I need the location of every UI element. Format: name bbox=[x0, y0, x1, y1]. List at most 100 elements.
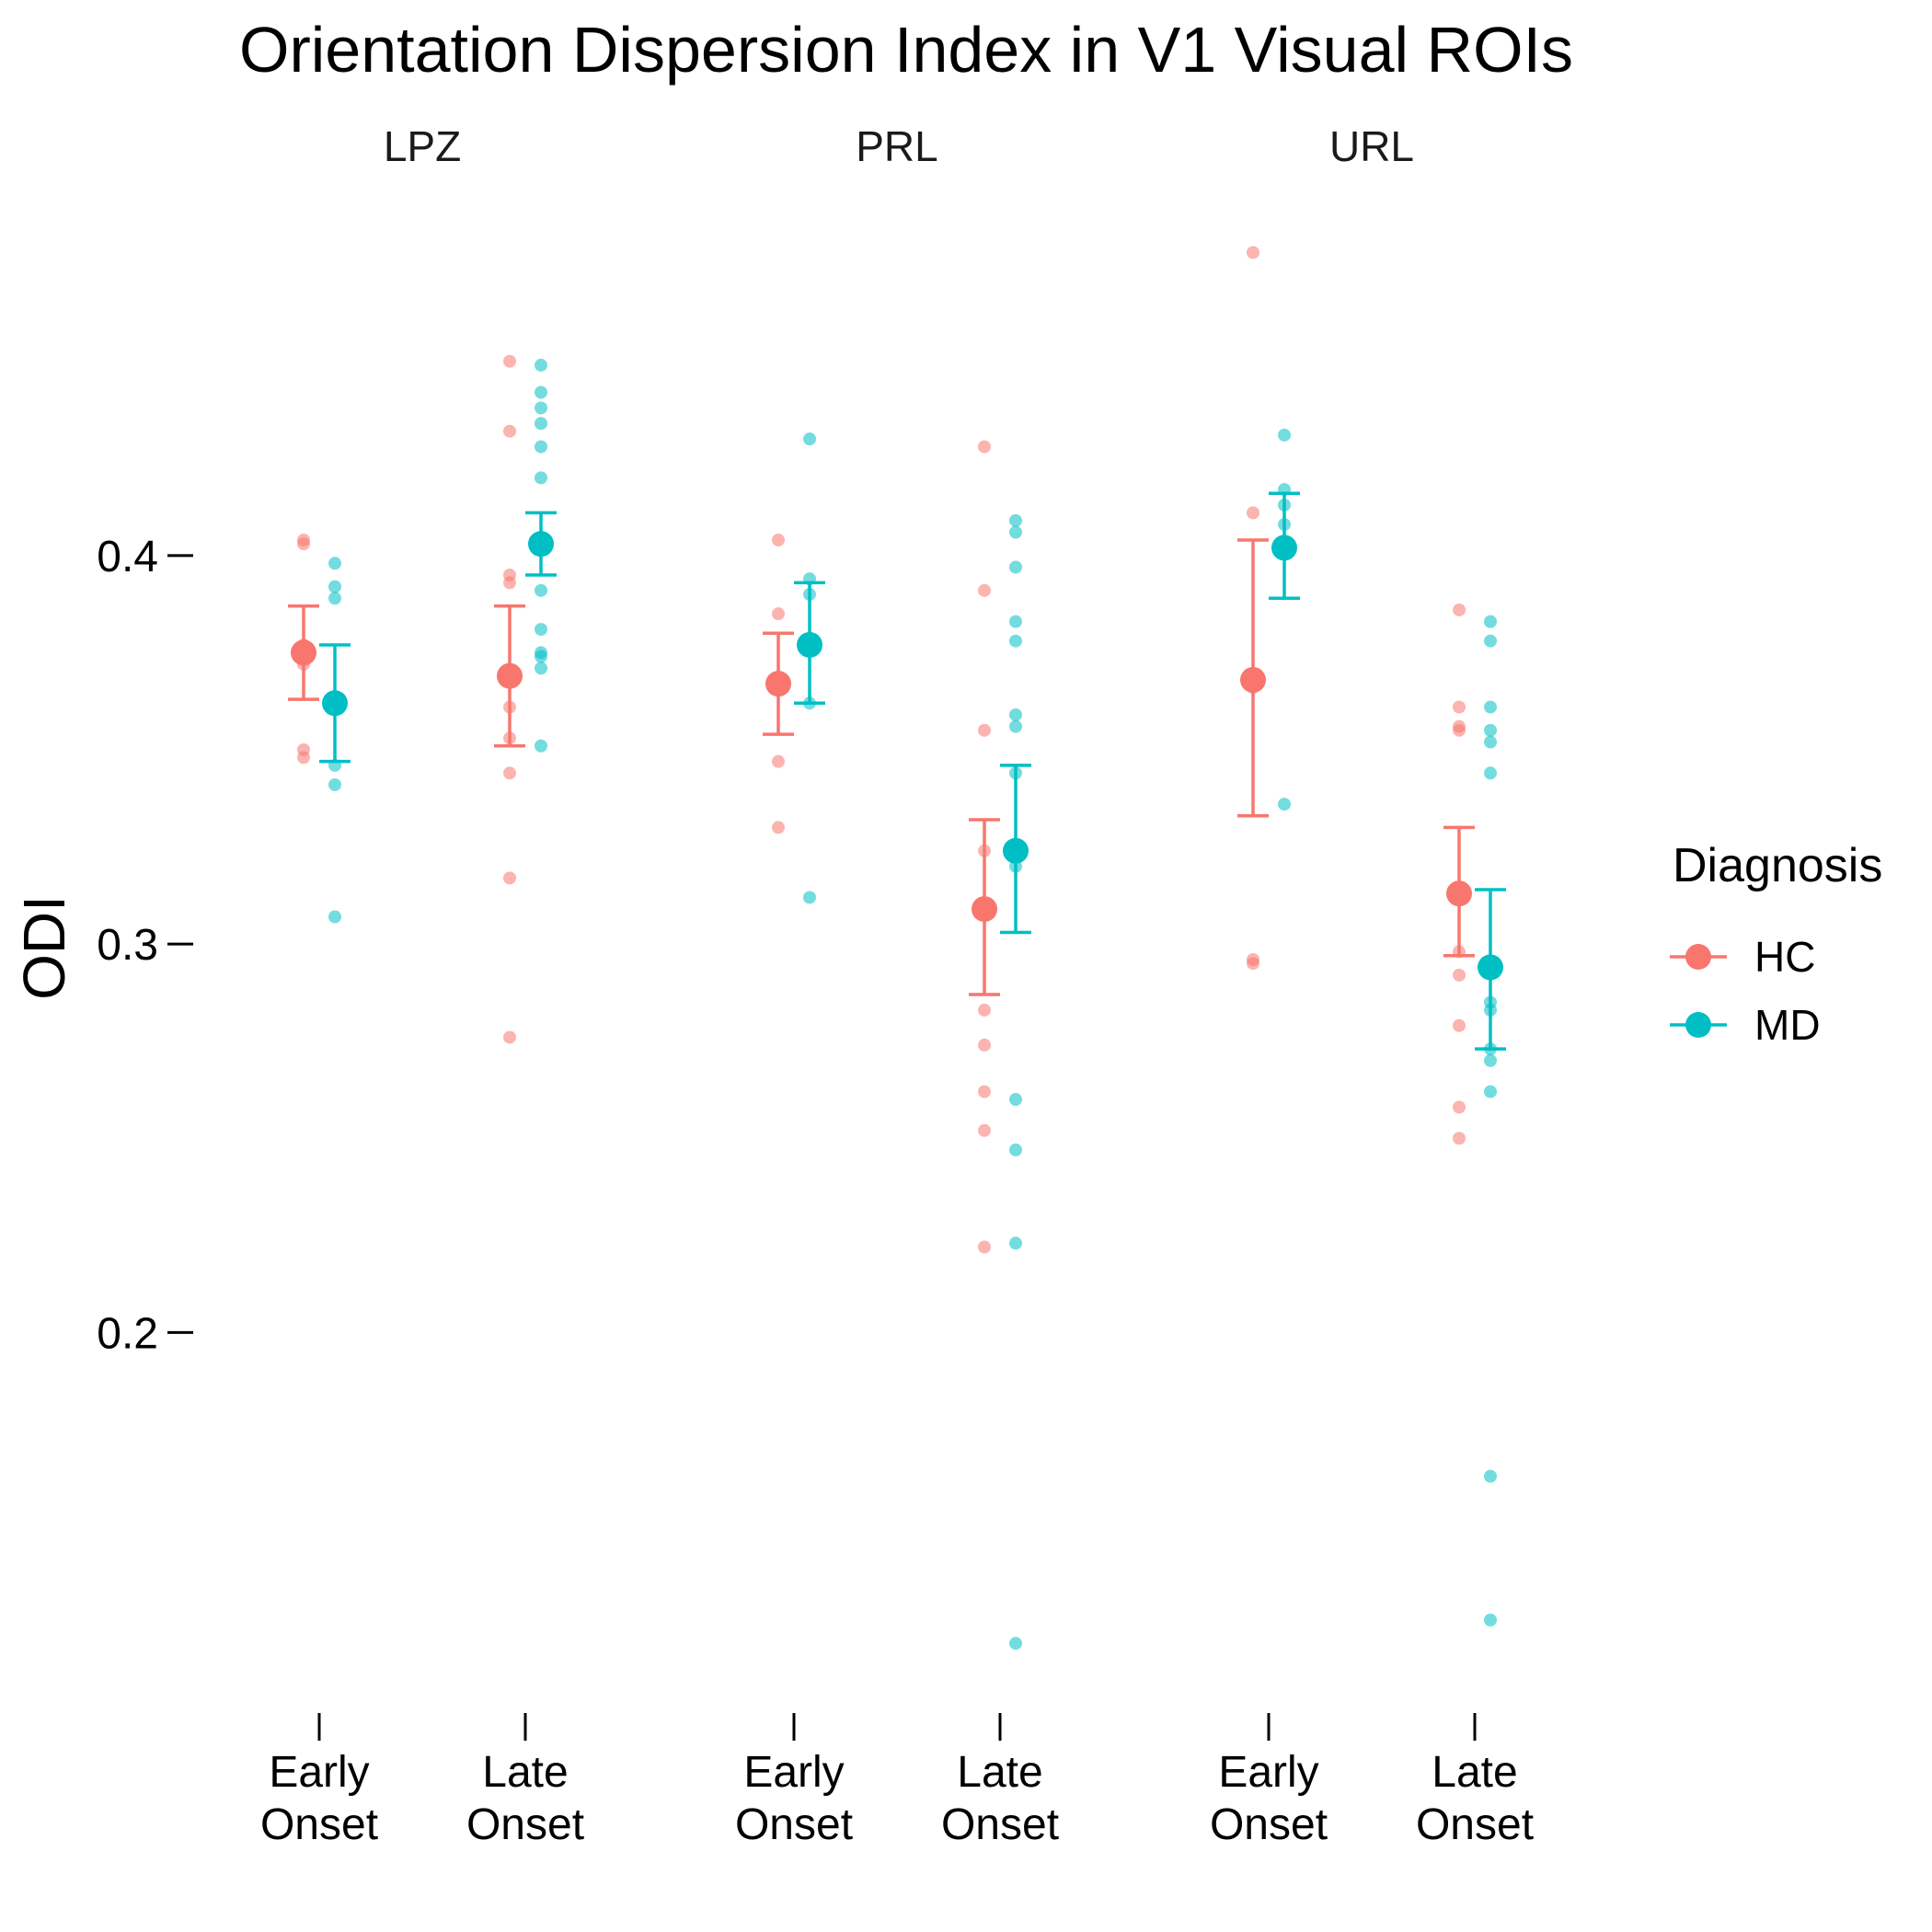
data-point bbox=[1453, 1018, 1466, 1032]
group-hc bbox=[763, 533, 794, 834]
data-point bbox=[803, 432, 816, 446]
data-point bbox=[1453, 700, 1466, 714]
legend: Diagnosis HC MD bbox=[1670, 839, 1882, 1049]
data-point bbox=[503, 424, 516, 438]
legend-key-point bbox=[1685, 944, 1711, 970]
data-point bbox=[978, 583, 991, 597]
data-point bbox=[535, 401, 547, 415]
mean-point bbox=[322, 690, 348, 717]
data-point bbox=[535, 650, 547, 663]
data-point bbox=[772, 821, 785, 834]
x-tick-label: Onset bbox=[735, 1800, 853, 1849]
group-md bbox=[1269, 428, 1300, 811]
data-point bbox=[535, 583, 547, 597]
chart-title: Orientation Dispersion Index in V1 Visua… bbox=[239, 14, 1573, 86]
group-md bbox=[525, 358, 557, 753]
x-tick-label: Late bbox=[482, 1748, 568, 1797]
data-point bbox=[1247, 957, 1259, 971]
mean-point bbox=[528, 531, 554, 558]
panel-label: PRL bbox=[856, 122, 937, 170]
data-point bbox=[978, 1038, 991, 1052]
x-tick-label: Onset bbox=[1210, 1800, 1328, 1849]
data-point bbox=[772, 607, 785, 621]
group-md bbox=[794, 432, 825, 904]
data-point bbox=[1453, 1100, 1466, 1114]
data-point bbox=[978, 1085, 991, 1098]
legend-item-hc: HC bbox=[1670, 933, 1815, 981]
group-md bbox=[1000, 513, 1031, 1650]
data-point bbox=[978, 440, 991, 454]
group-hc bbox=[1237, 246, 1269, 971]
data-point bbox=[978, 1003, 991, 1017]
x-tick-label: Onset bbox=[941, 1800, 1059, 1849]
data-point bbox=[535, 623, 547, 637]
data-point bbox=[1278, 428, 1291, 442]
mean-point bbox=[797, 631, 822, 658]
y-axis-title: ODI bbox=[11, 895, 77, 1000]
data-point bbox=[1484, 1469, 1497, 1483]
data-point bbox=[1009, 1637, 1022, 1650]
data-point bbox=[1278, 798, 1291, 811]
mean-point bbox=[1240, 666, 1266, 693]
data-point bbox=[503, 576, 516, 590]
x-tick-label: Onset bbox=[1416, 1800, 1534, 1849]
legend-label: MD bbox=[1754, 1001, 1821, 1049]
data-point bbox=[1009, 634, 1022, 648]
data-point bbox=[1247, 506, 1259, 520]
data-point bbox=[803, 891, 816, 904]
data-point bbox=[1484, 1053, 1497, 1067]
data-point bbox=[1009, 1093, 1022, 1107]
data-point bbox=[1009, 707, 1022, 721]
data-point bbox=[503, 1030, 516, 1044]
group-md bbox=[1475, 615, 1506, 1627]
mean-point bbox=[1478, 954, 1503, 981]
mean-point bbox=[1446, 880, 1472, 907]
data-point bbox=[328, 777, 341, 791]
mean-point bbox=[972, 896, 997, 923]
data-point bbox=[1009, 615, 1022, 628]
legend-title: Diagnosis bbox=[1673, 839, 1882, 892]
y-axis: 0.2 0.3 0.4 bbox=[97, 533, 193, 1358]
data-point bbox=[1009, 525, 1022, 539]
data-point bbox=[1009, 1143, 1022, 1156]
panel-label: URL bbox=[1329, 122, 1414, 170]
data-point bbox=[1484, 634, 1497, 648]
x-tick-label: Early bbox=[743, 1748, 844, 1797]
data-point bbox=[1484, 700, 1497, 714]
data-point bbox=[1453, 723, 1466, 737]
x-tick-label: Late bbox=[1432, 1748, 1517, 1797]
data-point bbox=[535, 739, 547, 753]
data-point bbox=[297, 751, 310, 765]
mean-point bbox=[1271, 535, 1297, 561]
y-tick-label: 0.2 bbox=[97, 1309, 158, 1358]
data-point bbox=[1453, 603, 1466, 616]
group-hc bbox=[494, 354, 525, 1044]
x-tick-label: Onset bbox=[466, 1800, 584, 1849]
data-point bbox=[978, 1240, 991, 1254]
data-point bbox=[503, 354, 516, 368]
data-point bbox=[772, 533, 785, 546]
x-tick-label: Onset bbox=[260, 1800, 378, 1849]
data-point bbox=[1009, 513, 1022, 527]
data-point bbox=[1484, 735, 1497, 749]
data-point bbox=[1484, 1085, 1497, 1098]
group-hc bbox=[969, 440, 1000, 1254]
x-tick-label: Early bbox=[269, 1748, 369, 1797]
data-point bbox=[535, 440, 547, 454]
data-point bbox=[978, 1123, 991, 1137]
panel-label: LPZ bbox=[384, 122, 461, 170]
data-point bbox=[1009, 560, 1022, 574]
data-point bbox=[1009, 719, 1022, 733]
legend-label: HC bbox=[1754, 933, 1815, 981]
data-point bbox=[772, 754, 785, 768]
data-point bbox=[1484, 1613, 1497, 1627]
group-md bbox=[319, 557, 351, 924]
data-point bbox=[503, 871, 516, 885]
data-point bbox=[1247, 246, 1259, 259]
data-point bbox=[1484, 723, 1497, 737]
legend-item-md: MD bbox=[1670, 1001, 1821, 1049]
